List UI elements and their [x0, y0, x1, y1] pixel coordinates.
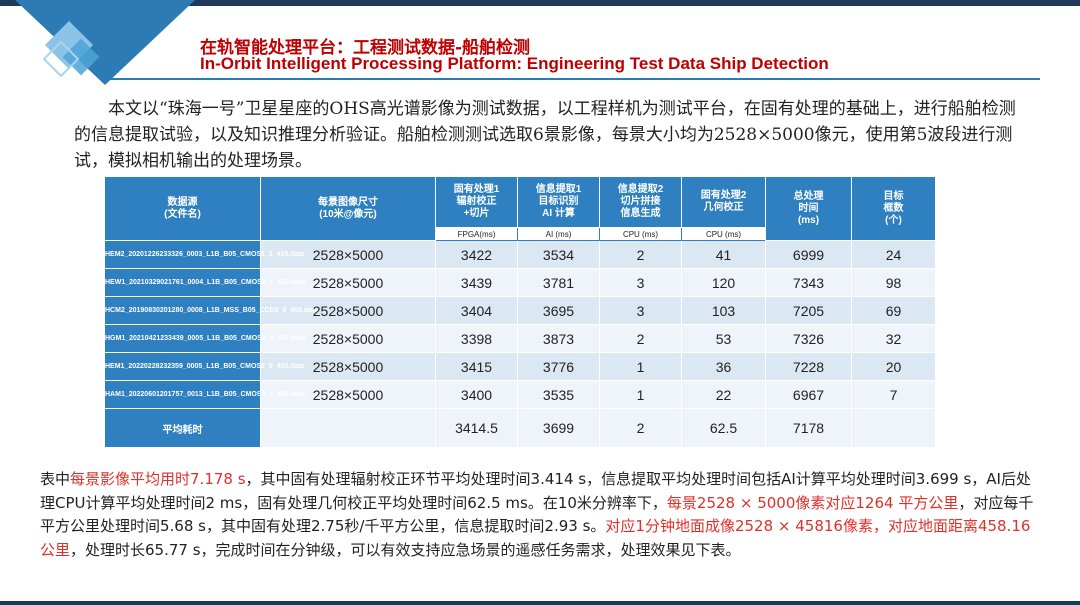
col-header-proc1: 固有处理1 辐射校正 +切片: [435, 176, 518, 228]
row-info1: 3695: [517, 296, 600, 325]
summary-highlight-1: 每景影像平均用时7.178 s: [70, 470, 246, 488]
row-total: 6967: [765, 380, 852, 409]
row-file-name: HEM1_20220228232359_0005_L1B_B05_CMOS2_0…: [104, 352, 305, 381]
row-file-name: HAM1_20220601201757_0013_L1B_B05_CMOS3_1…: [104, 380, 305, 409]
average-label: 平均耗时: [104, 408, 261, 448]
average-count: [851, 408, 936, 448]
row-proc2: 53: [681, 324, 766, 353]
row-info2: 2: [599, 240, 682, 269]
row-total: 6999: [765, 240, 852, 269]
summary-text-1: 表中: [40, 470, 71, 488]
col-header-total: 总处理 时间 (ms): [765, 176, 852, 241]
table-row: HEW1_20210329021761_0004_L1B_B05_CMOS2_1…: [104, 268, 936, 297]
table-row: HGM1_20210421233439_0005_L1B_B05_CMOS2_0…: [104, 324, 936, 353]
row-proc1: 3398: [435, 324, 518, 353]
row-total: 7343: [765, 268, 852, 297]
header-divider: [110, 78, 1040, 80]
row-count: 24: [851, 240, 936, 269]
row-info2: 3: [599, 268, 682, 297]
row-proc2: 120: [681, 268, 766, 297]
col-header-size: 每景图像尺寸 (10米@像元): [260, 176, 436, 241]
col-header-info2: 信息提取2 切片拼接 信息生成: [599, 176, 682, 228]
average-proc1: 3414.5: [435, 408, 518, 448]
table-row: HEM2_20201226233326_0003_L1B_B05_CMOS1_1…: [104, 240, 936, 269]
row-info1: 3873: [517, 324, 600, 353]
intro-paragraph: 本文以“珠海一号”卫星星座的OHS高光谱影像为测试数据，以工程样机为测试平台，在…: [74, 99, 1016, 171]
table-row: HEM1_20220228232359_0005_L1B_B05_CMOS2_0…: [104, 352, 936, 381]
unit-info1: AI (ms): [517, 227, 600, 241]
row-count: 7: [851, 380, 936, 409]
row-info2: 3: [599, 296, 682, 325]
row-info1: 3776: [517, 352, 600, 381]
top-border: [0, 0, 1080, 6]
row-file-name: HEW1_20210329021761_0004_L1B_B05_CMOS2_1…: [104, 268, 305, 297]
row-proc2: 103: [681, 296, 766, 325]
test-results-table: 数据源 (文件名) 每景图像尺寸 (10米@像元) 固有处理1 辐射校正 +切片…: [104, 176, 936, 448]
row-info2: 2: [599, 324, 682, 353]
row-info1: 3535: [517, 380, 600, 409]
bottom-border: [0, 601, 1080, 605]
row-file-name: HGM1_20210421233439_0005_L1B_B05_CMOS2_0…: [104, 324, 305, 353]
col-header-source: 数据源 (文件名): [104, 176, 261, 241]
row-count: 98: [851, 268, 936, 297]
row-total: 7228: [765, 352, 852, 381]
row-file-name: HEM2_20201226233326_0003_L1B_B05_CMOS1_1…: [104, 240, 305, 269]
unit-info2: CPU (ms): [599, 227, 682, 241]
average-proc2: 62.5: [681, 408, 766, 448]
row-proc1: 3422: [435, 240, 518, 269]
summary-paragraph: 表中每景影像平均用时7.178 s，其中固有处理辐射校正环节平均处理时间3.41…: [40, 468, 1040, 562]
row-proc2: 36: [681, 352, 766, 381]
row-info1: 3781: [517, 268, 600, 297]
summary-text-4: ，处理时长65.77 s，完成时间在分钟级，可以有效支持应急场景的遥感任务需求，…: [70, 540, 741, 559]
row-file-name: HCM2_20190830201280_0008_L1B_MSS_B05_CCD…: [104, 296, 318, 325]
row-count: 20: [851, 352, 936, 381]
header-row: 数据源 (文件名) 每景图像尺寸 (10米@像元) 固有处理1 辐射校正 +切片…: [104, 176, 936, 241]
col-header-info1: 信息提取1 目标识别 AI 计算: [517, 176, 600, 228]
average-info2: 2: [599, 408, 682, 448]
average-size: [260, 408, 436, 448]
col-header-proc2: 固有处理2 几何校正: [681, 176, 766, 228]
summary-text-3: ，对应每千平方公里处理时间5.68 s，其中固有处理2.75秒/千平方公里，信息…: [40, 493, 1034, 536]
row-info2: 1: [599, 380, 682, 409]
row-total: 7205: [765, 296, 852, 325]
row-proc1: 3415: [435, 352, 518, 381]
average-info1: 3699: [517, 408, 600, 448]
summary-highlight-3: 对应1分钟地面成像2528 × 45816像素，对应地面距离458.16公里: [40, 517, 1031, 559]
table-row: HAM1_20220601201757_0013_L1B_B05_CMOS3_1…: [104, 380, 936, 409]
page-title-en: In-Orbit Intelligent Processing Platform…: [200, 54, 829, 73]
row-info1: 3534: [517, 240, 600, 269]
average-total: 7178: [765, 408, 852, 448]
row-count: 69: [851, 296, 936, 325]
row-proc1: 3400: [435, 380, 518, 409]
row-proc2: 22: [681, 380, 766, 409]
average-row: 平均耗时 3414.5 3699 2 62.5 7178: [104, 408, 936, 448]
row-count: 32: [851, 324, 936, 353]
row-size: 2528×5000: [260, 324, 436, 353]
row-total: 7326: [765, 324, 852, 353]
row-size: 2528×5000: [260, 380, 436, 409]
page-title-cn: 在轨智能处理平台：工程测试数据-船舶检测: [200, 38, 531, 58]
row-proc1: 3404: [435, 296, 518, 325]
row-info2: 1: [599, 352, 682, 381]
summary-highlight-2: 每景2528 × 5000像素对应1264 平方公里: [666, 493, 959, 512]
col-header-count: 目标 框数 (个): [851, 176, 936, 241]
unit-proc2: CPU (ms): [681, 227, 766, 241]
unit-proc1: FPGA(ms): [435, 227, 518, 241]
summary-text-2: ，其中固有处理辐射校正环节平均处理时间3.414 s，信息提取平均处理时间包括A…: [40, 470, 1031, 512]
table-row: HCM2_20190830201280_0008_L1B_MSS_B05_CCD…: [104, 296, 936, 325]
row-proc1: 3439: [435, 268, 518, 297]
row-proc2: 41: [681, 240, 766, 269]
